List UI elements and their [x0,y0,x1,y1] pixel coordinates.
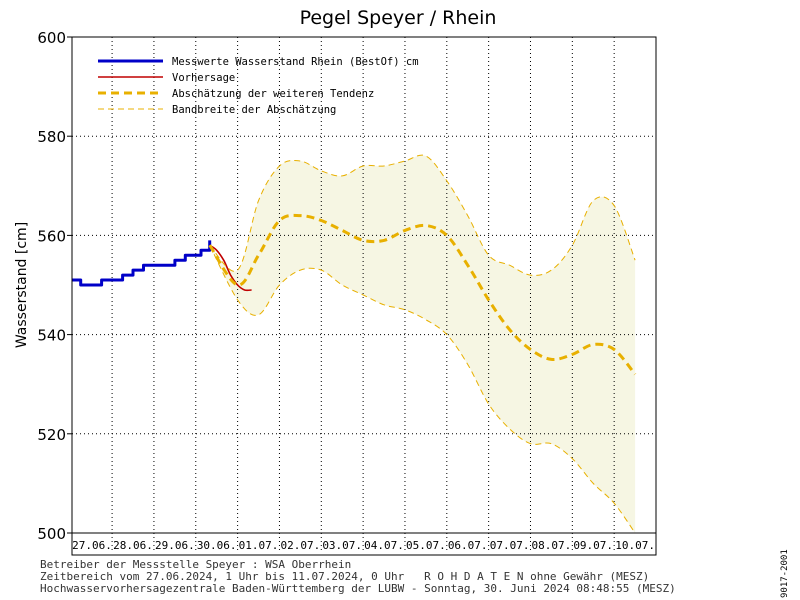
legend: Messwerte Wasserstand Rhein (BestOf) cm V… [98,56,419,116]
chart-title: Pegel Speyer / Rhein [300,7,497,29]
x-tick-label: 07.07. [490,539,530,552]
y-tick-label: 520 [37,426,66,444]
legend-label-3: Bandbreite der Abschätzung [172,104,336,116]
y-tick-label: 540 [37,327,66,345]
axis-layer: 500 520 540 560 580 600 27.06. 28.06. 29.06. 30.0… [37,29,657,556]
series-layer [72,154,637,534]
y-tick-label: 600 [37,29,66,47]
y-tick-label: 580 [37,128,66,146]
footer-operator: Betreiber der Messstelle Speyer : WSA Ob… [40,558,352,571]
x-tick-label: 02.07. [281,539,321,552]
x-tick-label: 30.06. [197,539,237,552]
y-axis-label: Wasserstand [cm] [14,222,30,348]
series-line-2 [208,213,637,376]
y-tick-label: 560 [37,227,66,245]
uncertainty-band-fill [209,155,636,533]
x-tick-label: 04.07. [364,539,404,552]
series-band-lower-line [209,245,636,534]
x-tick-label: 10.07. [615,539,655,552]
legend-label-0: Messwerte Wasserstand Rhein (BestOf) cm [172,56,419,68]
x-tick-label: 05.07. [406,539,446,552]
grid-layer [72,37,656,551]
x-tick-label: 29.06. [155,539,195,552]
side-code: 9017-2001 [780,549,790,598]
x-tick-label: 28.06. [113,539,153,552]
legend-label-2: Abschätzung der weiteren Tendenz [172,88,374,100]
footer-time-range: Zeitbereich vom 27.06.2024, 1 Uhr bis 11… [40,570,650,583]
series-line-1 [209,244,252,292]
x-tick-label: 27.06. [72,539,112,552]
footer-source: Hochwasservorhersagezentrale Baden-Württ… [40,582,676,595]
band-layer [209,155,636,533]
x-tick-label: 09.07. [573,539,613,552]
x-tick-label: 01.07. [239,539,279,552]
legend-label-1: Vorhersage [172,72,235,84]
x-axis-strip [71,532,657,556]
y-tick-label: 500 [37,525,66,543]
x-tick-label: 03.07. [322,539,362,552]
series-line-0 [72,240,212,287]
x-tick-label: 06.07. [448,539,488,552]
x-tick-label: 08.07. [532,539,572,552]
